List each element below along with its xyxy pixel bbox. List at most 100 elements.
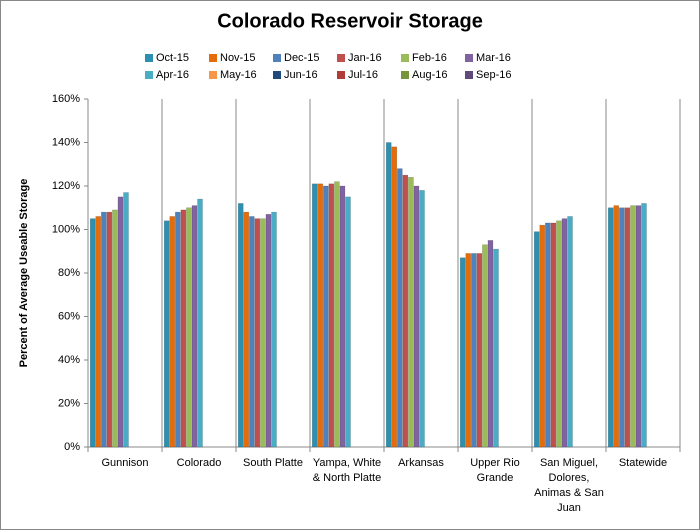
y-tick-label: 160%: [52, 93, 80, 105]
bar: [260, 218, 266, 448]
bar: [619, 207, 625, 448]
bar: [254, 218, 261, 448]
bar: [385, 142, 392, 448]
bar: [186, 207, 192, 448]
bar: [613, 205, 620, 448]
bar: [545, 222, 551, 448]
y-tick-label: 120%: [52, 180, 80, 192]
legend-swatch: [209, 71, 217, 79]
y-tick-label: 60%: [58, 310, 80, 322]
bar: [476, 253, 483, 448]
legend-swatch: [209, 54, 217, 62]
legend-swatch: [145, 54, 153, 62]
x-tick-label: Statewide: [618, 457, 668, 469]
x-tick-label: San Miguel, Dolores, Animas & San Juan: [534, 457, 604, 514]
bar: [556, 220, 562, 448]
legend-label: Apr-16: [156, 69, 189, 81]
bar: [169, 216, 176, 448]
bar: [413, 185, 420, 448]
bar: [117, 196, 124, 448]
bar: [101, 211, 107, 448]
x-tick-label: Arkansas: [398, 457, 444, 469]
y-tick-label: 140%: [52, 136, 80, 148]
bar: [175, 211, 181, 448]
bar: [408, 177, 414, 448]
legend-swatch: [273, 54, 281, 62]
legend-label: Jul-16: [348, 69, 378, 81]
y-axis-label: Percent of Average Useable Storage: [18, 179, 30, 368]
legend-label: Jun-16: [284, 69, 318, 81]
bar: [191, 205, 198, 448]
legend-swatch: [401, 71, 409, 79]
bar: [402, 174, 409, 448]
legend-label: Nov-15: [220, 52, 255, 64]
bar: [482, 244, 488, 448]
bar: [539, 224, 546, 448]
legend-swatch: [337, 71, 345, 79]
legend-label: Aug-16: [412, 69, 447, 81]
bar: [197, 198, 203, 448]
legend-swatch: [337, 54, 345, 62]
bar: [323, 185, 329, 448]
x-tick-label: Gunnison: [101, 457, 149, 469]
bar: [311, 183, 318, 448]
bar: [624, 207, 631, 448]
y-tick-label: 100%: [52, 223, 80, 235]
bar: [243, 211, 250, 448]
bar: [271, 211, 277, 448]
legend-swatch: [273, 71, 281, 79]
legend-label: Mar-16: [476, 52, 511, 64]
bar: [123, 192, 129, 448]
bar: [641, 203, 647, 448]
bar: [630, 205, 636, 448]
bar: [345, 196, 351, 448]
bar: [419, 190, 425, 448]
bar: [561, 218, 568, 448]
legend-swatch: [465, 71, 473, 79]
x-tick-label: Upper Rio Grande: [470, 457, 520, 484]
bar: [471, 253, 477, 448]
y-tick-label: 20%: [58, 397, 80, 409]
legend-label: Oct-15: [156, 52, 189, 64]
x-tick-label: South Platte: [243, 457, 303, 469]
bar: [533, 231, 540, 448]
bar: [339, 185, 346, 448]
bar: [95, 216, 102, 448]
legend-label: Sep-16: [476, 69, 511, 81]
bar: [249, 216, 255, 448]
bar: [89, 218, 96, 448]
bar: [106, 211, 113, 448]
legend-label: May-16: [220, 69, 257, 81]
bar: [237, 203, 244, 448]
x-tick-label: Colorado: [176, 457, 222, 469]
bar: [465, 253, 472, 448]
bar: [493, 248, 499, 448]
bar: [487, 240, 494, 448]
legend-label: Dec-15: [284, 52, 319, 64]
legend-swatch: [401, 54, 409, 62]
y-tick-label: 40%: [58, 354, 80, 366]
y-tick-label: 80%: [58, 267, 80, 279]
chart-title: Colorado Reservoir Storage: [217, 10, 483, 32]
legend-label: Feb-16: [412, 52, 447, 64]
bar: [112, 209, 118, 448]
bar: [317, 183, 324, 448]
x-tick-label: Yampa, White & North Platte: [312, 457, 382, 484]
bar: [334, 181, 340, 448]
bar: [328, 183, 335, 448]
bar: [163, 220, 170, 448]
legend-swatch: [145, 71, 153, 79]
bar: [265, 214, 272, 448]
bar: [397, 168, 403, 448]
bar: [391, 146, 398, 448]
bar: [459, 257, 466, 448]
bar: [180, 209, 187, 448]
bar: [607, 207, 614, 448]
y-tick-label: 0%: [64, 441, 80, 453]
bar: [635, 205, 642, 448]
bar: [567, 216, 573, 448]
bar: [550, 222, 557, 448]
legend-swatch: [465, 54, 473, 62]
